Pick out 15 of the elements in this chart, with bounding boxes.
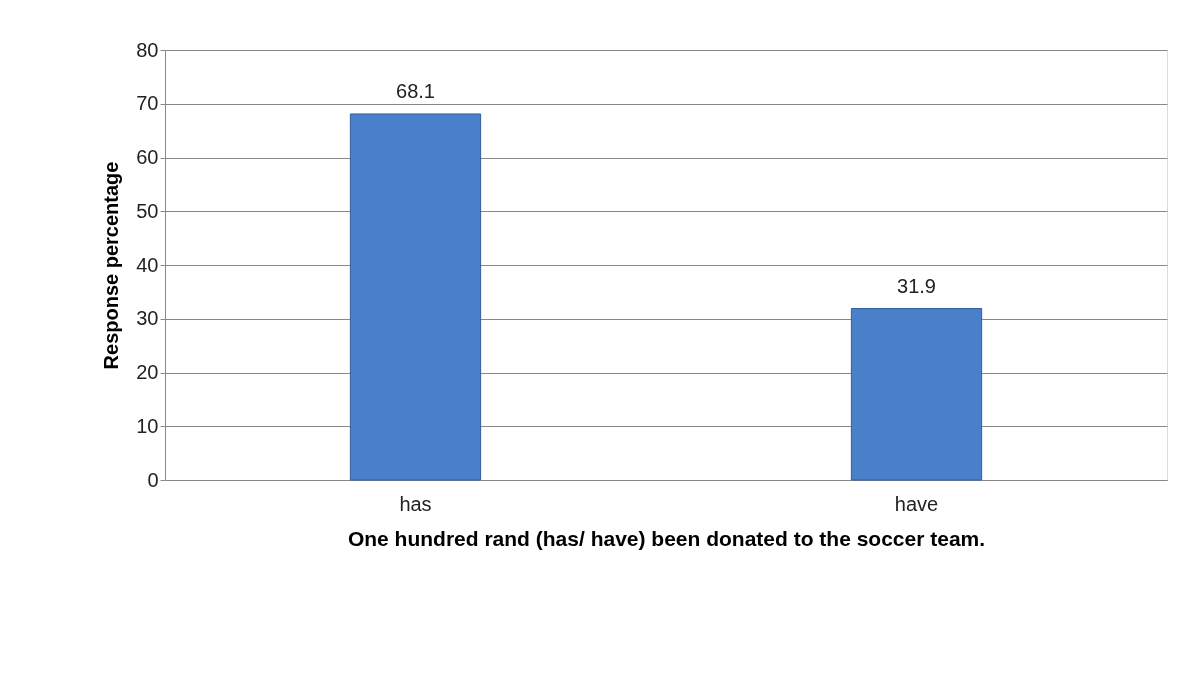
y-tick-label: 10 bbox=[136, 414, 159, 437]
data-label: 31.9 bbox=[897, 274, 936, 297]
x-axis-title: One hundred rand (has/ have) been donated to the soccer team. bbox=[347, 526, 986, 550]
y-tick-label: 60 bbox=[136, 146, 159, 168]
y-tick-label: 70 bbox=[136, 92, 159, 115]
y-tick-label: 20 bbox=[136, 361, 159, 383]
y-tick-label: 30 bbox=[136, 307, 159, 330]
x-tick-label: have bbox=[894, 492, 939, 515]
data-label: 68.1 bbox=[396, 79, 435, 102]
y-tick-label: 50 bbox=[136, 199, 159, 222]
y-tick-label: 0 bbox=[147, 468, 159, 491]
y-axis-title: Response percentage bbox=[100, 161, 123, 370]
y-tick-label: 40 bbox=[136, 253, 159, 276]
y-tick-label: 80 bbox=[136, 38, 159, 61]
x-tick-label: has bbox=[399, 492, 432, 515]
